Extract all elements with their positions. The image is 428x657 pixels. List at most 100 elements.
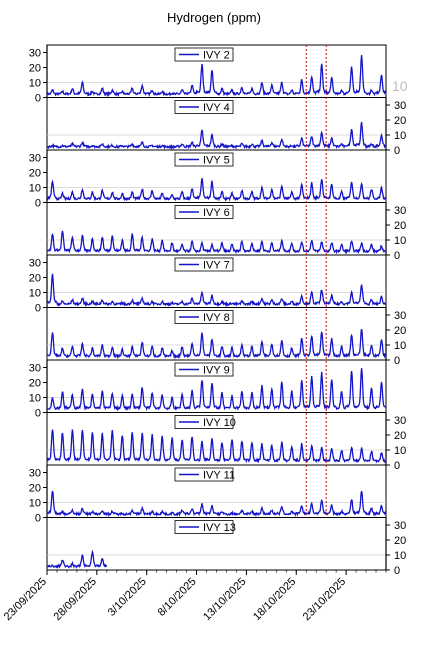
y-tick-label: 10	[394, 340, 406, 352]
y-tick-label: 0	[35, 198, 41, 210]
vertical-markers	[305, 45, 327, 518]
legend-box	[174, 415, 234, 429]
panel: 0 10 20 30 IVY 13	[46, 517, 406, 577]
stray-axis-label: 10	[392, 78, 408, 94]
legend-label: IVY 4	[203, 102, 230, 114]
y-tick-label: 20	[394, 220, 406, 232]
panel: 0 10 20 30 IVY 5	[29, 149, 387, 210]
legend-box	[174, 152, 234, 167]
panel: 0 10 20 30 IVY 9	[29, 359, 387, 420]
legend-box	[174, 467, 234, 482]
y-tick-label: 10	[29, 393, 41, 405]
x-tick-label: 13/10/2025	[201, 576, 248, 623]
legend: IVY 8	[174, 310, 234, 324]
x-tick-label: 28/09/2025	[52, 576, 99, 623]
y-tick-label: 20	[29, 378, 41, 390]
y-tick-label: 0	[35, 93, 41, 105]
y-tick-label: 10	[394, 445, 406, 457]
y-tick-label: 30	[29, 258, 41, 270]
y-tick-label: 20	[29, 483, 41, 495]
legend: IVY 13	[174, 520, 236, 534]
series-line	[46, 328, 387, 360]
legend: IVY 2	[174, 47, 234, 62]
legend: IVY 9	[174, 362, 234, 377]
legend: IVY 7	[174, 257, 234, 272]
panels-layer: 0 10 20 30 IVY 2 0 10 20 30 IVY 4 0 10 20 30 IVY 5 0 10 2…	[29, 44, 406, 577]
y-tick-label: 30	[394, 310, 406, 322]
y-tick-label: 0	[394, 460, 400, 472]
x-axis: 23/09/2025 28/09/2025 3/10/2025 8/10/2025 13…	[2, 570, 387, 623]
series-line	[46, 121, 386, 151]
legend: IVY 6	[174, 205, 234, 219]
y-tick-label: 20	[394, 325, 406, 337]
y-tick-label: 10	[29, 183, 41, 195]
series-line	[46, 368, 386, 412]
y-tick-label: 30	[394, 415, 406, 427]
series-line	[46, 490, 387, 518]
y-tick-label: 0	[394, 250, 400, 262]
y-tick-label: 30	[29, 48, 41, 60]
series-line	[46, 273, 386, 308]
y-tick-label: 30	[29, 363, 41, 375]
panel: 0 10 20 30 IVY 8	[46, 307, 406, 367]
series-line	[46, 54, 387, 98]
legend-label: IVY 11	[203, 470, 235, 482]
legend-label: IVY 13	[203, 522, 236, 534]
panel: 0 10 20 30 IVY 6	[46, 202, 406, 262]
panel: 0 10 20 30 IVY 4	[46, 97, 406, 157]
y-tick-label: 30	[29, 153, 41, 165]
y-tick-label: 10	[29, 498, 41, 510]
y-tick-label: 0	[394, 145, 400, 157]
y-tick-label: 20	[29, 168, 41, 180]
legend: IVY 10	[174, 415, 236, 429]
y-tick-label: 0	[35, 408, 41, 420]
panel: 0 10 20 30 IVY 7	[29, 254, 387, 315]
series-line	[46, 230, 386, 255]
legend-label: IVY 7	[203, 260, 230, 272]
y-tick-label: 30	[394, 205, 406, 217]
legend-box	[174, 100, 234, 114]
y-tick-label: 0	[35, 303, 41, 315]
x-tick-label: 8/10/2025	[156, 576, 199, 619]
legend-box	[174, 47, 234, 62]
y-tick-label: 30	[394, 520, 406, 532]
legend-label: IVY 5	[203, 155, 230, 167]
y-tick-label: 30	[394, 100, 406, 112]
panel: 0 10 20 30 IVY 11	[29, 464, 387, 525]
x-tick-label: 3/10/2025	[106, 576, 149, 619]
y-tick-label: 20	[394, 535, 406, 547]
x-tick-label: 23/10/2025	[301, 576, 348, 623]
legend: IVY 11	[174, 467, 235, 482]
series-line	[46, 178, 386, 202]
legend: IVY 4	[174, 100, 234, 114]
panel: 0 10 20 30 IVY 10	[46, 412, 406, 472]
legend: IVY 5	[174, 152, 234, 167]
legend-box	[174, 257, 234, 272]
legend-label: IVY 8	[203, 312, 230, 324]
y-tick-label: 10	[29, 78, 41, 90]
y-tick-label: 0	[35, 513, 41, 525]
y-tick-label: 10	[394, 235, 406, 247]
x-tick-label: 18/10/2025	[251, 576, 298, 623]
legend-label: IVY 2	[203, 50, 230, 62]
panel: 0 10 20 30 IVY 2	[29, 44, 387, 105]
x-tick-label: 23/09/2025	[2, 576, 49, 623]
y-tick-label: 10	[394, 550, 406, 562]
y-tick-label: 20	[29, 63, 41, 75]
legend-label: IVY 10	[203, 417, 236, 429]
y-tick-label: 10	[394, 130, 406, 142]
y-tick-label: 0	[394, 355, 400, 367]
legend-box	[174, 520, 234, 534]
series-line	[46, 429, 386, 464]
legend-label: IVY 6	[203, 207, 230, 219]
y-tick-label: 30	[29, 468, 41, 480]
y-tick-label: 20	[394, 430, 406, 442]
legend-box	[174, 362, 234, 377]
legend-box	[174, 310, 234, 324]
chart-title: Hydrogen (ppm)	[167, 10, 261, 25]
series-line	[46, 549, 108, 570]
y-tick-label: 10	[29, 288, 41, 300]
legend-box	[174, 205, 234, 219]
